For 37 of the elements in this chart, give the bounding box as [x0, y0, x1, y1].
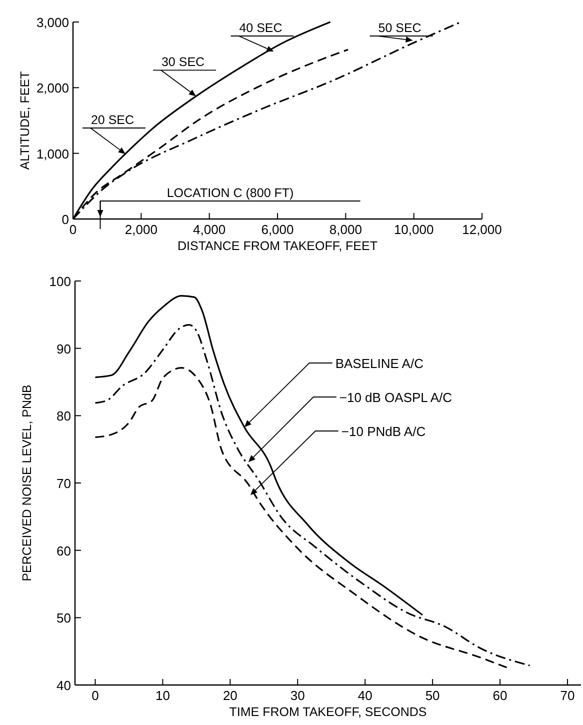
x-tick-label: 6,000	[261, 222, 294, 237]
y-tick-label: 90	[56, 341, 71, 356]
x-tick-label: 12,000	[462, 222, 502, 237]
x-tick-label: 30	[290, 688, 305, 703]
y-tick-label: 2,000	[36, 80, 69, 96]
annotation: −10 dB OASPL A/C	[339, 390, 452, 405]
ref-line-label: LOCATION C (800 FT)	[166, 186, 294, 200]
y-tick-label: 1,000	[36, 146, 69, 162]
y-tick-label: 70	[56, 476, 71, 491]
y-tick-label: 3,000	[36, 15, 69, 30]
y-tick-label: 100	[49, 274, 71, 289]
x-axis-title: DISTANCE FROM TAKEOFF, FEET	[177, 239, 378, 253]
x-tick-label: 20	[222, 688, 238, 703]
y-tick-label: 50	[56, 610, 71, 626]
x-tick-label: 50	[425, 688, 440, 703]
y-tick-label: 40	[56, 678, 71, 693]
x-tick-label: 70	[560, 688, 575, 703]
x-tick-label: 10,000	[394, 222, 434, 237]
x-tick-label: 60	[492, 688, 508, 703]
annotation: 40 SEC	[239, 21, 282, 35]
x-tick-label: 8,000	[329, 222, 362, 237]
y-tick-label: 60	[56, 543, 71, 558]
x-tick-label: 0	[92, 688, 99, 703]
annotation: −10 PNdB A/C	[341, 424, 426, 439]
annotation: 20 SEC	[90, 112, 134, 127]
annotation: BASELINE A/C	[335, 356, 424, 371]
x-tick-label: 10	[155, 688, 170, 703]
x-tick-label: 40	[358, 688, 372, 703]
x-tick-label: 2,000	[124, 222, 158, 237]
annotation: 50 SEC	[378, 21, 422, 35]
annotation: 30 SEC	[161, 55, 205, 70]
y-axis-title: ALTITUDE, FEET	[18, 70, 32, 170]
y-tick-label: 80	[56, 408, 71, 424]
x-axis-title: TIME FROM TAKEOFF, SECONDS	[229, 705, 427, 719]
x-tick-label: 4,000	[193, 222, 226, 237]
y-axis-title: PERCEIVED NOISE LEVEL, PNdB	[20, 384, 34, 582]
y-tick-label: 0	[62, 212, 69, 227]
